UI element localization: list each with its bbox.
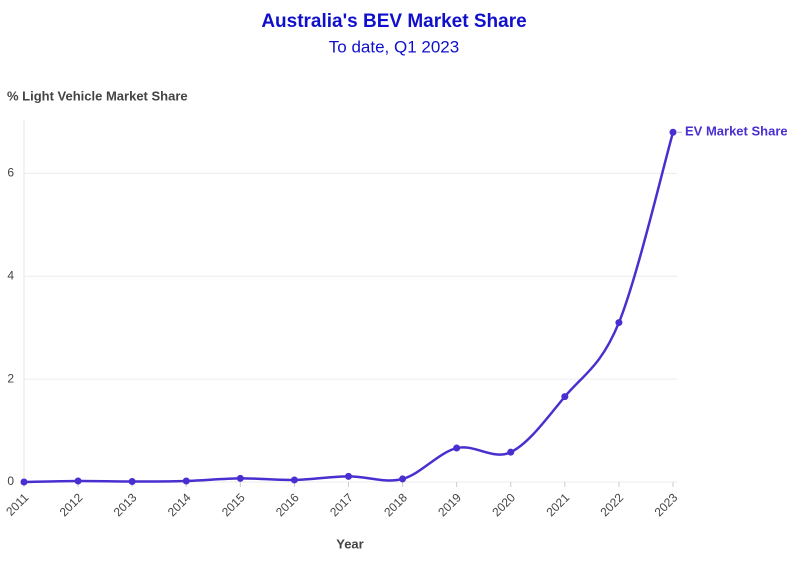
data-point — [345, 472, 352, 480]
x-tick-label: 2013 — [111, 490, 140, 519]
x-tick-label: 2012 — [57, 490, 86, 519]
x-tick-label: 2020 — [489, 490, 518, 519]
x-tick-label: 2018 — [381, 490, 410, 519]
data-point — [615, 319, 623, 327]
data-point — [399, 475, 407, 483]
x-tick-label: 2021 — [543, 490, 572, 519]
y-tick-label: 2 — [7, 371, 14, 385]
chart-subtitle: To date, Q1 2023 — [329, 37, 459, 56]
x-axis-label: Year — [336, 536, 363, 551]
y-tick-label: 4 — [7, 268, 14, 282]
series-line — [23, 131, 675, 484]
x-tick-label: 2019 — [435, 490, 464, 519]
x-tick-label: 2023 — [652, 490, 681, 519]
data-point — [453, 444, 461, 452]
y-tick-label: 6 — [7, 166, 14, 180]
data-point — [236, 474, 244, 482]
data-point — [669, 128, 677, 136]
data-point — [182, 477, 190, 485]
data-point — [128, 477, 136, 485]
chart-title: Australia's BEV Market Share — [261, 11, 526, 32]
x-tick-label: 2014 — [165, 490, 194, 519]
x-tick-label: 2017 — [327, 490, 356, 519]
y-tick-label: 0 — [7, 474, 14, 488]
x-tick-label: 2011 — [3, 490, 31, 518]
data-point — [561, 393, 569, 401]
y-axis-label: % Light Vehicle Market Share — [7, 88, 188, 103]
x-tick-label: 2022 — [597, 490, 626, 519]
x-tick-label: 2016 — [273, 490, 302, 519]
x-tick-label: 2015 — [219, 490, 248, 519]
data-point — [507, 448, 515, 456]
data-point — [74, 477, 82, 485]
data-point — [290, 476, 298, 484]
data-point — [20, 478, 28, 486]
series-label: EV Market Share — [685, 124, 787, 139]
